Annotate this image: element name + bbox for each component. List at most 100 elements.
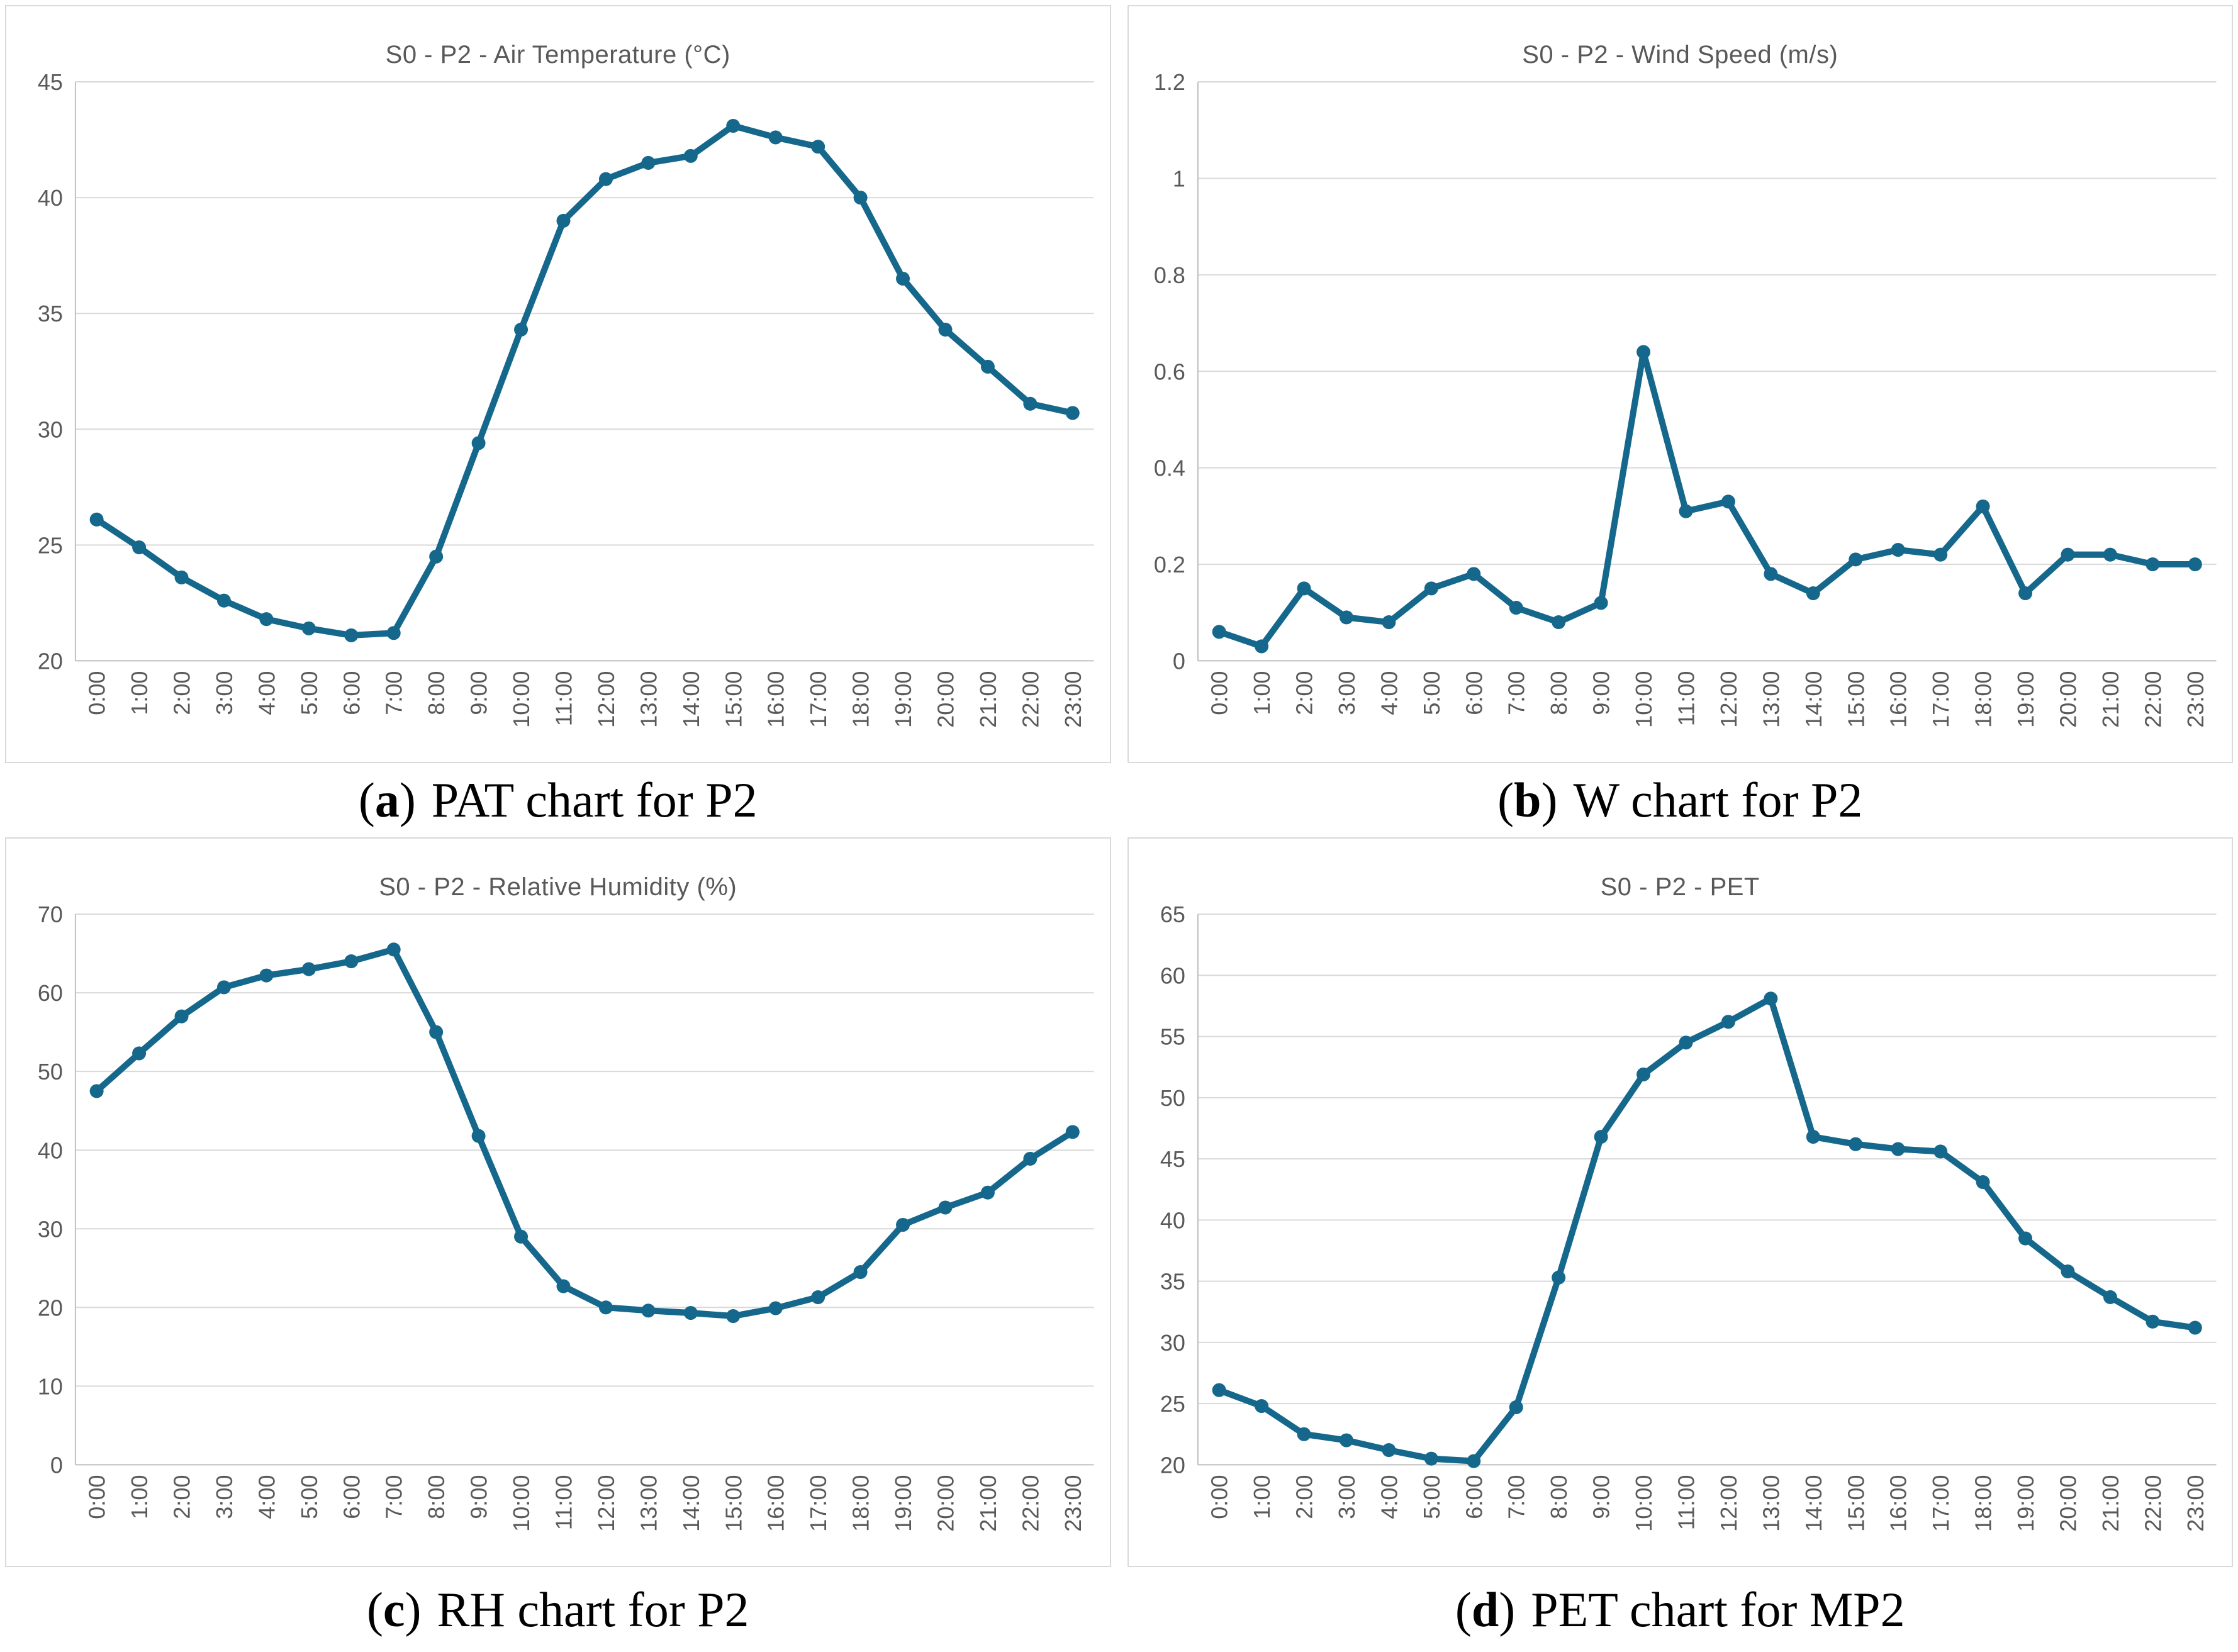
chart-title-air-temperature: S0 - P2 - Air Temperature (°C) [385, 41, 730, 69]
x-tick-label: 4:00 [1376, 671, 1402, 715]
chart-title-wind-speed: S0 - P2 - Wind Speed (m/s) [1522, 41, 1838, 69]
data-point [301, 621, 316, 635]
data-point [768, 1301, 783, 1315]
x-tick-label: 10:00 [508, 1475, 534, 1531]
y-tick-label: 30 [38, 416, 63, 442]
data-point [1339, 1433, 1353, 1448]
x-tick-label: 16:00 [763, 671, 789, 727]
data-point [132, 1046, 147, 1061]
data-point [1466, 567, 1480, 581]
chart-panel-pet: S0 - P2 - PET 20 25 30 35 40 45 50 55 60 65 0:00 1:… [1127, 837, 2233, 1567]
data-point [1551, 615, 1565, 630]
data-point [811, 1290, 825, 1305]
data-point [853, 1264, 868, 1280]
y-tick-label: 0 [1172, 648, 1185, 674]
data-point [1763, 567, 1777, 581]
x-tick-label: 6:00 [338, 1475, 364, 1519]
y-tick-label: 0.6 [1153, 359, 1185, 384]
x-tick-label: 5:00 [1418, 671, 1444, 715]
data-point [896, 271, 910, 286]
data-point [1594, 1130, 1608, 1144]
data-point [2018, 1231, 2032, 1246]
data-point [853, 191, 868, 205]
data-point [1679, 504, 1692, 518]
data-point [1424, 1451, 1438, 1466]
data-point [1065, 406, 1080, 420]
series-line [93, 946, 1076, 1320]
data-point [2188, 557, 2202, 572]
pet-plot: 20 25 30 35 40 45 50 55 60 65 0:00 1:00 2:00 3:00 4:00… [1160, 903, 2217, 1532]
y-tick-label: 55 [1160, 1024, 1185, 1050]
data-point [132, 540, 147, 555]
x-tick-label: 16:00 [1885, 671, 1911, 727]
data-point [386, 942, 401, 957]
x-tick-label: 10:00 [1631, 671, 1657, 727]
data-point [1212, 625, 1226, 639]
data-point [1254, 639, 1268, 654]
data-point [1763, 991, 1777, 1006]
caption-a-letter: a [374, 773, 400, 827]
caption-d-close-paren: ) [1499, 1582, 1516, 1637]
data-point [1297, 1427, 1311, 1441]
data-point [1848, 552, 1862, 567]
x-tick-label: 10:00 [508, 671, 534, 727]
x-tick-label: 4:00 [1376, 1475, 1402, 1519]
data-point [2060, 547, 2074, 562]
caption-a-close-paren: ) [399, 773, 416, 827]
data-point [216, 593, 231, 608]
x-tick-label: 12:00 [1716, 1475, 1742, 1531]
data-point [1381, 615, 1396, 630]
x-tick-label: 5:00 [1418, 1475, 1444, 1519]
data-point [938, 1200, 953, 1215]
x-tick-label: 13:00 [635, 1475, 661, 1531]
x-tick-label: 14:00 [678, 1475, 704, 1531]
data-point [471, 436, 486, 450]
caption-d-letter: d [1471, 1582, 1499, 1637]
y-tick-label: 25 [38, 532, 63, 558]
x-tick-label: 22:00 [2140, 671, 2166, 727]
x-tick-label: 21:00 [975, 671, 1001, 727]
x-tick-label: 19:00 [890, 671, 916, 727]
series-line [1216, 349, 2198, 650]
data-point [1933, 547, 1947, 562]
y-tick-label: 25 [1160, 1391, 1185, 1417]
data-point [1466, 1454, 1480, 1468]
caption-d: (d) PET chart for MP2 [1127, 1567, 2234, 1652]
data-point [1933, 1144, 1947, 1159]
caption-a-open-paren: ( [358, 773, 375, 827]
x-tick-label: 18:00 [1970, 671, 1996, 727]
data-point [2103, 547, 2117, 562]
x-tick-label: 23:00 [1060, 671, 1086, 727]
x-tick-label: 3:00 [1334, 671, 1360, 715]
x-tick-label: 15:00 [1843, 1475, 1869, 1531]
relative-humidity-plot: 0 10 20 30 40 50 60 70 0:00 1:00 2:00 3:00 4:00 5:00 6… [38, 903, 1094, 1532]
x-tick-label: 13:00 [635, 671, 661, 727]
y-tick-label: 30 [1160, 1330, 1185, 1356]
x-tick-label: 12:00 [1715, 671, 1741, 727]
x-tick-label: 9:00 [466, 671, 492, 715]
chart-panel-wind-speed: S0 - P2 - Wind Speed (m/s) 0 0.2 0.4 0.6 0.8… [1127, 5, 2233, 763]
data-point [216, 980, 231, 995]
data-point [1254, 1398, 1268, 1414]
data-point [1551, 1270, 1565, 1285]
x-tick-label: 7:00 [1503, 671, 1529, 715]
x-tick-label: 17:00 [805, 671, 831, 727]
data-point [301, 962, 316, 976]
data-point [1509, 1400, 1523, 1415]
y-tick-label: 0 [50, 1452, 63, 1478]
air-temperature-plot: 20 25 30 35 40 45 0:00 1:00 2:00 3:00 4:00 5:00 6:00… [38, 70, 1094, 728]
x-tick-label: 4:00 [254, 1475, 279, 1519]
x-tick-label: 17:00 [805, 1475, 831, 1531]
data-point [2145, 1314, 2159, 1329]
x-tick-label: 19:00 [2013, 671, 2039, 727]
data-point [811, 140, 825, 154]
y-tick-label: 1 [1172, 165, 1185, 191]
data-point [1636, 1067, 1650, 1081]
y-tick-label: 40 [38, 185, 63, 211]
x-tick-label: 20:00 [933, 1475, 959, 1531]
data-point [344, 628, 359, 642]
x-tick-label: 23:00 [2182, 1475, 2208, 1531]
data-point [514, 1229, 529, 1244]
caption-a-text: PAT chart for P2 [431, 773, 758, 827]
data-point [429, 549, 444, 564]
